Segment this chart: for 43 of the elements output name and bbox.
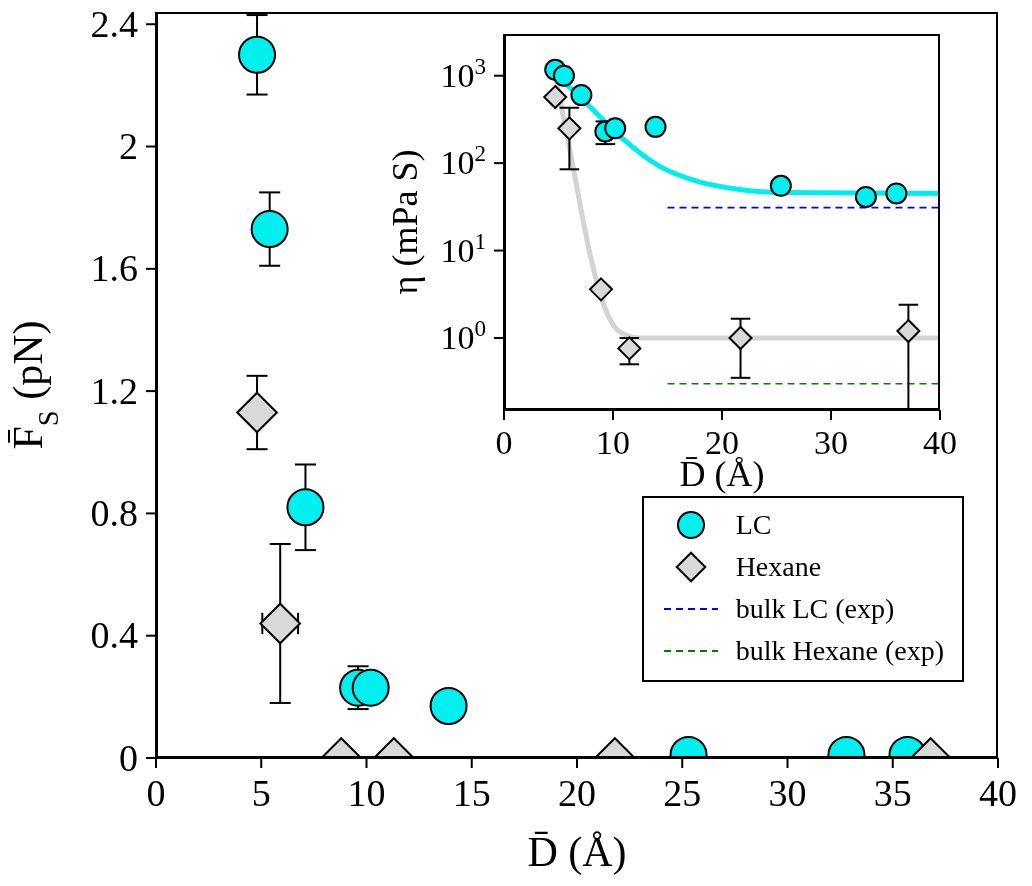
point	[885, 182, 908, 205]
legend-label: Hexane	[735, 551, 822, 583]
y-axis-title: η (mPa S)	[384, 149, 425, 295]
y-tick-label: 0	[119, 736, 138, 779]
y-tick-label: 10$^{3}$	[440, 52, 486, 94]
x-axis-title: D̄ (Å)	[527, 829, 627, 876]
y-tick-label: 10$^{1}$	[440, 227, 486, 269]
y-tick-label: 10$^{0}$	[440, 315, 486, 357]
x-tick-label: 40	[923, 424, 957, 462]
point	[570, 84, 593, 107]
x-tick-label: 15	[452, 772, 491, 815]
y-tick-label: 2	[119, 125, 138, 168]
x-tick-label: 10	[596, 424, 630, 462]
x-tick-label: 10	[347, 772, 386, 815]
x-tick-label: 30	[768, 772, 807, 815]
point	[589, 277, 614, 302]
y-tick-label: 0.4	[90, 614, 138, 657]
point	[552, 64, 575, 87]
x-tick-label: 25	[663, 772, 702, 815]
x-tick-label: 35	[873, 772, 912, 815]
point	[896, 319, 921, 344]
point	[604, 117, 627, 140]
x-tick-label: 0	[146, 772, 166, 815]
point	[854, 185, 877, 208]
x-tick-label: 20	[558, 772, 596, 815]
y-tick-label: 1.6	[90, 247, 138, 290]
x-tick-label: 5	[251, 772, 271, 815]
y-tick-label: 2.4	[90, 2, 138, 45]
y-tick-label: 10$^{2}$	[440, 140, 486, 182]
y-tick-label: 1.2	[90, 369, 138, 412]
text: bulk LC (exp)	[735, 593, 895, 624]
point	[617, 336, 642, 361]
y-tick-label: 0.8	[90, 491, 138, 534]
text: bulk Hexane (exp)	[735, 635, 944, 666]
point	[557, 116, 582, 141]
x-tick-label: 30	[814, 424, 848, 462]
point	[543, 85, 568, 110]
point	[728, 325, 753, 350]
legend-label: LC	[735, 509, 772, 541]
x-tick-label: 40	[979, 772, 1017, 815]
point	[769, 174, 792, 197]
x-tick-label: 0	[495, 424, 513, 462]
point	[644, 115, 667, 138]
